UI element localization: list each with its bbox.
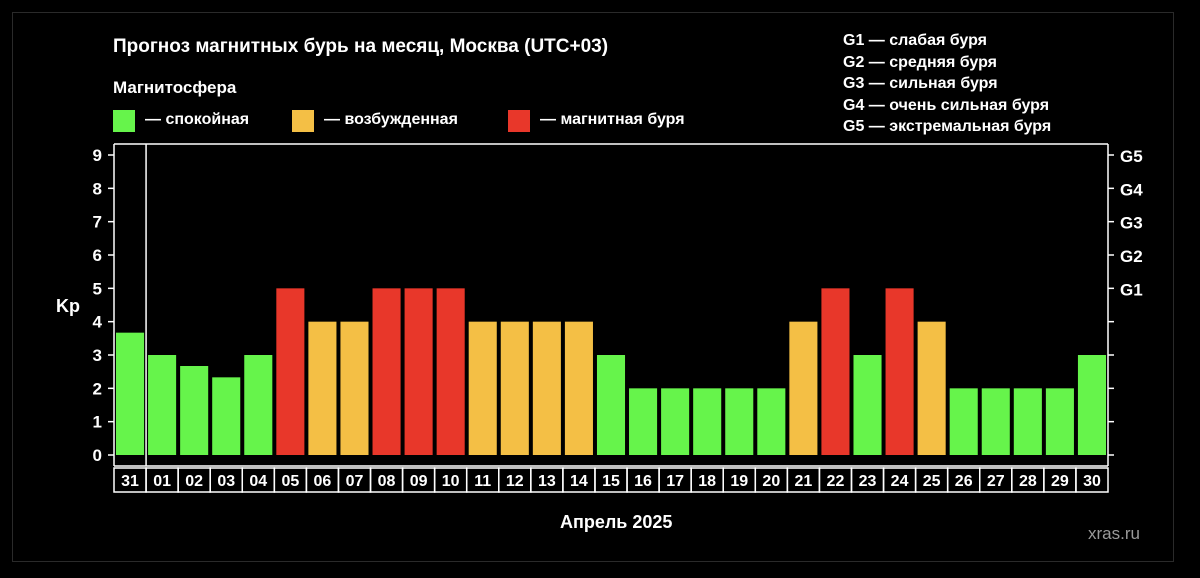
- x-tick-label-19: 19: [730, 473, 748, 490]
- bar-04: [244, 355, 273, 455]
- x-tick-label-25: 25: [923, 473, 941, 490]
- y-tick-label-9: 9: [93, 146, 102, 165]
- bar-17: [661, 388, 690, 455]
- x-tick-label-30: 30: [1083, 473, 1101, 490]
- g-legend-g5: G5 — экстремальная буря: [843, 118, 1052, 135]
- right-axis-label-g2: G2: [1120, 247, 1143, 266]
- bar-12: [500, 321, 529, 455]
- bar-19: [725, 388, 754, 455]
- x-tick-label-03: 03: [217, 473, 235, 490]
- y-tick-label-3: 3: [93, 346, 102, 365]
- x-tick-label-01: 01: [153, 473, 171, 490]
- g-legend-g4: G4 — очень сильная буря: [843, 96, 1050, 114]
- x-tick-label-04: 04: [249, 473, 267, 490]
- g-legend-g3: G3 — сильная буря: [843, 75, 998, 92]
- bar-14: [564, 321, 593, 455]
- bar-10: [436, 288, 465, 455]
- bar-18: [693, 388, 722, 455]
- g-legend-g1: G1 — слабая буря: [843, 32, 988, 49]
- y-axis-label: Kp: [56, 296, 80, 316]
- x-tick-label-05: 05: [281, 473, 299, 490]
- legend-label-calm: — спокойная: [145, 111, 250, 128]
- y-tick-label-1: 1: [93, 413, 102, 432]
- bar-27: [981, 388, 1010, 455]
- x-tick-label-09: 09: [410, 473, 428, 490]
- bar-07: [340, 321, 369, 455]
- x-tick-label-13: 13: [538, 473, 556, 490]
- y-tick-label-4: 4: [93, 313, 103, 332]
- bar-16: [629, 388, 658, 455]
- x-tick-label-12: 12: [506, 473, 524, 490]
- y-tick-label-5: 5: [93, 279, 102, 298]
- bar-28: [1013, 388, 1042, 455]
- bar-09: [404, 288, 433, 455]
- x-tick-label-18: 18: [698, 473, 716, 490]
- y-tick-label-8: 8: [93, 179, 102, 198]
- bar-06: [308, 321, 337, 455]
- g-legend-g2: G2 — средняя буря: [843, 53, 997, 71]
- x-tick-label-15: 15: [602, 473, 620, 490]
- bar-22: [821, 288, 850, 455]
- legend-swatch-excited: [292, 110, 314, 132]
- bar-11: [468, 321, 497, 455]
- x-tick-label-31: 31: [121, 473, 139, 490]
- x-tick-label-26: 26: [955, 473, 973, 490]
- magnetosphere-label: Магнитосфера: [113, 78, 237, 97]
- y-tick-label-6: 6: [93, 246, 102, 265]
- y-tick-label-2: 2: [93, 379, 102, 398]
- bar-13: [532, 321, 561, 455]
- bar-23: [853, 355, 882, 455]
- right-axis-label-g1: G1: [1120, 280, 1143, 299]
- x-tick-label-07: 07: [346, 473, 364, 490]
- x-tick-label-02: 02: [185, 473, 203, 490]
- bar-31: [116, 332, 145, 455]
- x-tick-label-24: 24: [891, 473, 909, 490]
- x-tick-label-16: 16: [634, 473, 652, 490]
- bar-15: [596, 355, 626, 455]
- legend-swatch-calm: [113, 110, 135, 132]
- g-scale-legend: G1 — слабая буря G2 — средняя буря G3 — …: [843, 30, 1051, 138]
- legend-label-excited: — возбужденная: [324, 111, 458, 128]
- x-tick-label-20: 20: [762, 473, 780, 490]
- x-tick-label-06: 06: [314, 473, 332, 490]
- chart-title: Прогноз магнитных бурь на месяц, Москва …: [113, 36, 609, 57]
- bar-26: [949, 388, 978, 455]
- x-tick-label-17: 17: [666, 473, 684, 490]
- y-tick-label-7: 7: [93, 213, 102, 232]
- x-tick-box-30: [1075, 467, 1109, 493]
- chart-frame: [12, 12, 1174, 562]
- bar-30: [1077, 355, 1106, 455]
- bar-25: [917, 321, 946, 455]
- right-axis-label-g4: G4: [1120, 180, 1143, 199]
- x-tick-label-28: 28: [1019, 473, 1037, 490]
- x-tick-label-22: 22: [827, 473, 845, 490]
- x-tick-label-11: 11: [474, 473, 491, 490]
- right-axis-label-g3: G3: [1120, 214, 1143, 233]
- bar-02: [180, 366, 209, 455]
- x-tick-label-08: 08: [378, 473, 396, 490]
- x-tick-label-27: 27: [987, 473, 1005, 490]
- y-tick-label-0: 0: [93, 446, 102, 465]
- x-tick-label-21: 21: [794, 473, 812, 490]
- right-axis-label-g5: G5: [1120, 147, 1143, 166]
- x-tick-label-29: 29: [1051, 473, 1069, 490]
- x-tick-label-14: 14: [570, 473, 588, 490]
- x-axis-label: Апрель 2025: [560, 512, 673, 532]
- bar-01: [148, 355, 177, 455]
- bar-08: [372, 288, 401, 455]
- bar-05: [276, 288, 305, 455]
- legend-swatch-storm: [508, 110, 530, 132]
- watermark: xras.ru: [1088, 524, 1140, 543]
- x-tick-label-10: 10: [442, 473, 460, 490]
- bar-21: [789, 321, 818, 455]
- x-tick-label-23: 23: [859, 473, 877, 490]
- bar-29: [1045, 388, 1074, 455]
- legend-label-storm: — магнитная буря: [540, 111, 685, 128]
- bar-20: [757, 388, 786, 455]
- bar-03: [212, 377, 241, 455]
- bar-24: [885, 288, 914, 455]
